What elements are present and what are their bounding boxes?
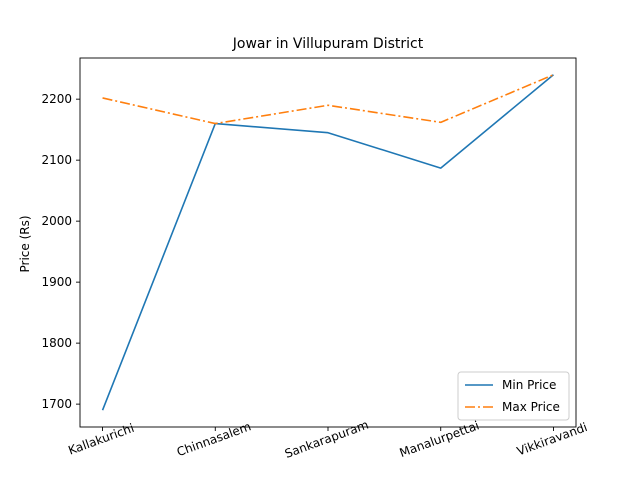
x-tick-label: Manalurpettai — [398, 418, 481, 460]
series-line-max-price — [102, 74, 554, 125]
y-axis-label: Price (Rs) — [18, 215, 32, 272]
x-tick-label: Kallakurichi — [66, 421, 136, 458]
chart-title: Jowar in Villupuram District — [232, 36, 424, 52]
y-tick-label: 2000 — [41, 214, 72, 228]
x-tick-label: Vikkiravandi — [515, 420, 589, 458]
y-tick-label: 2100 — [41, 153, 72, 167]
y-tick-label: 1700 — [41, 397, 72, 411]
legend-label: Min Price — [502, 378, 556, 392]
plot-area: 1700 1800 1900 2000 2100 2200 Kallakurichi Chin… — [41, 57, 589, 461]
series-line-min-price — [101, 74, 554, 411]
legend-box — [457, 371, 570, 421]
y-tick-label: 1900 — [41, 275, 72, 289]
x-tick-label: Chinnasalem — [175, 419, 253, 459]
y-tick-label: 1800 — [41, 336, 72, 350]
y-tick-label: 2200 — [41, 92, 72, 106]
legend-label: Max Price — [502, 400, 560, 414]
x-tick-label: Sankarapuram — [283, 418, 371, 461]
